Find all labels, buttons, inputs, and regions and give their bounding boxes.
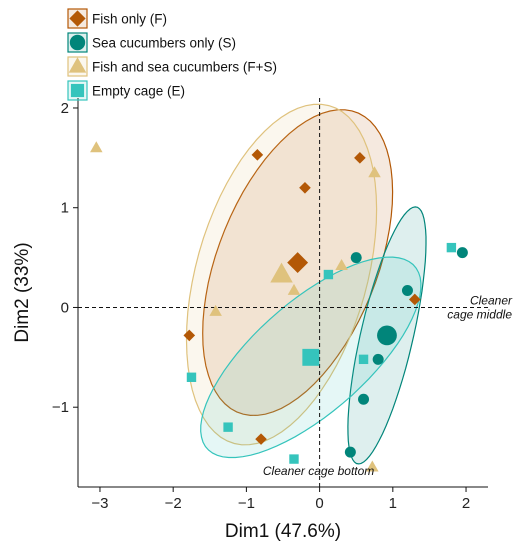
x-tick-label: 1 bbox=[389, 495, 397, 512]
x-tick-label: −1 bbox=[238, 495, 255, 512]
x-axis-title: Dim1 (47.6%) bbox=[225, 521, 341, 542]
x-tick-label: 2 bbox=[462, 495, 470, 512]
point-sea-cucumbers-only bbox=[358, 393, 370, 405]
point-fish-only bbox=[255, 433, 267, 445]
data-points bbox=[90, 141, 468, 472]
axes: −3 −2 −1 0 1 2 −1 0 1 2 bbox=[52, 98, 488, 512]
confidence-ellipses bbox=[185, 103, 427, 465]
point-sea-cucumbers-only bbox=[350, 252, 362, 264]
centroid-fish-and-sea-cucumbers bbox=[270, 262, 293, 283]
annotation-cleaner-cage-bottom: Cleaner cage bottom bbox=[263, 464, 374, 478]
legend-marker-fish-and-sea-cucumbers bbox=[68, 57, 87, 73]
point-fish-and-sea-cucumbers bbox=[90, 141, 103, 153]
reference-lines bbox=[78, 98, 488, 487]
y-tick-label: 1 bbox=[61, 200, 69, 217]
point-fish-and-sea-cucumbers bbox=[366, 460, 379, 472]
centroid-fish-only bbox=[287, 252, 309, 274]
x-tick-label: −3 bbox=[91, 495, 108, 512]
point-fish-only bbox=[251, 149, 264, 161]
legend-label-empty-cage: Empty cage (E) bbox=[92, 84, 185, 99]
point-sea-cucumbers-only bbox=[401, 285, 413, 297]
annotation-cleaner-cage-middle: cage middle bbox=[447, 307, 512, 321]
point-empty-cage bbox=[186, 372, 197, 382]
legend-marker-empty-cage bbox=[70, 83, 85, 98]
point-empty-cage bbox=[223, 422, 233, 432]
point-fish-only bbox=[408, 293, 421, 306]
y-tick-label: −1 bbox=[52, 399, 69, 416]
legend-label-sea-cucumbers-only: Sea cucumbers only (S) bbox=[92, 36, 236, 51]
point-empty-cage bbox=[323, 269, 334, 280]
legend-marker-fish-only bbox=[69, 10, 86, 27]
y-tick-label: 0 bbox=[61, 299, 69, 316]
point-fish-only bbox=[354, 152, 366, 164]
centroid-empty-cage bbox=[302, 348, 320, 366]
point-sea-cucumbers-only bbox=[372, 353, 384, 365]
annotation-cleaner-cage-middle: Cleaner bbox=[470, 293, 513, 307]
y-tick-label: 2 bbox=[61, 100, 69, 117]
point-fish-and-sea-cucumbers bbox=[287, 283, 301, 295]
point-fish-only bbox=[183, 329, 196, 342]
y-axis-title: Dim2 (33%) bbox=[12, 242, 33, 342]
point-empty-cage bbox=[446, 242, 457, 253]
x-tick-label: 0 bbox=[315, 495, 323, 512]
point-empty-cage bbox=[358, 354, 369, 365]
point-fish-and-sea-cucumbers bbox=[368, 166, 381, 178]
point-fish-only bbox=[299, 181, 311, 194]
point-fish-and-sea-cucumbers bbox=[209, 304, 222, 316]
point-empty-cage bbox=[289, 454, 299, 464]
legend-label-fish-only: Fish only (F) bbox=[92, 12, 167, 27]
point-sea-cucumbers-only bbox=[344, 446, 356, 458]
legend-marker-sea-cucumbers-only bbox=[69, 34, 86, 51]
point-sea-cucumbers-only bbox=[456, 247, 468, 259]
x-tick-label: −2 bbox=[165, 495, 182, 512]
point-fish-and-sea-cucumbers bbox=[335, 258, 348, 270]
legend-label-fish-and-sea-cucumbers: Fish and sea cucumbers (F+S) bbox=[92, 60, 277, 75]
centroid-sea-cucumbers-only bbox=[377, 325, 397, 346]
legend: Fish only (F) Sea cucumbers only (S) Fish … bbox=[67, 8, 277, 101]
